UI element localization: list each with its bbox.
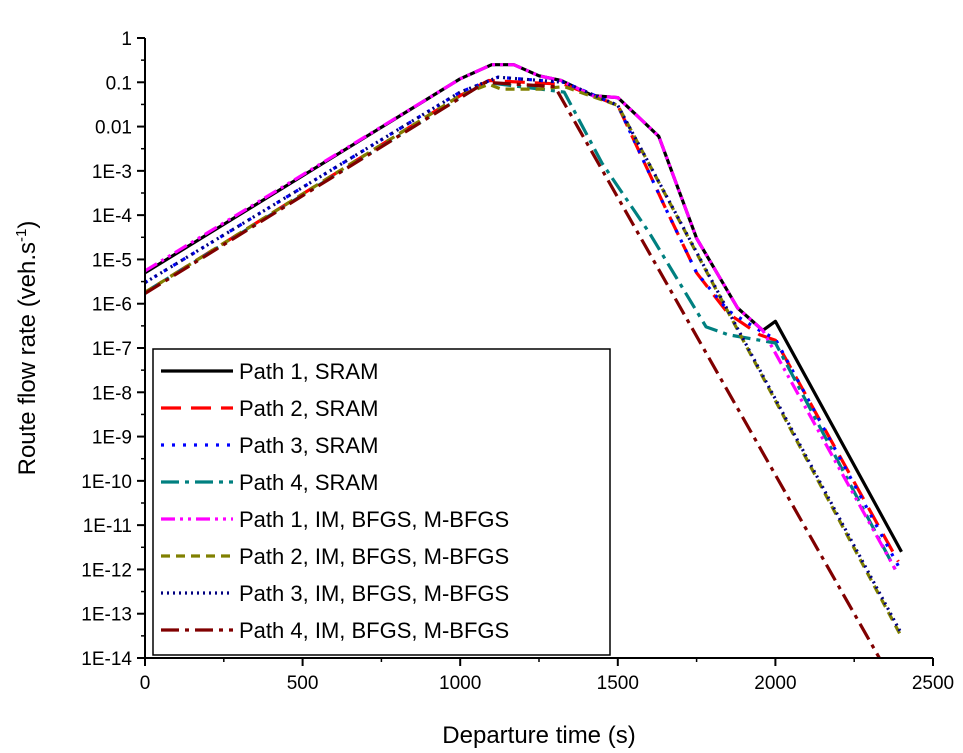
legend-label: Path 4, SRAM — [239, 470, 378, 495]
y-tick-label: 1 — [121, 29, 132, 50]
axes: 0 500 1000 1500 2000 2500 1 0.1 0.01 1E-3 1E-4 1E-… — [81, 29, 954, 694]
series-line-8 — [145, 80, 881, 658]
x-tick-label: 500 — [287, 673, 319, 694]
series-line-7 — [145, 75, 903, 635]
x-tick-label: 0 — [140, 673, 151, 694]
legend-box — [152, 348, 611, 656]
y-tick-label: 1E-3 — [92, 162, 132, 183]
y-tick-label: 1E-10 — [81, 472, 132, 493]
y-tick-label: 1E-11 — [83, 516, 132, 537]
y-axis-title-superscript: -1 — [13, 229, 30, 242]
y-tick-label: 1E-6 — [92, 295, 132, 316]
y-tick-label: 1E-8 — [92, 383, 132, 404]
x-tick-label: 2500 — [912, 673, 954, 694]
y-tick-label: 1E-12 — [81, 560, 132, 581]
x-tick-label: 1500 — [597, 673, 639, 694]
y-ticks: 1 0.1 0.01 1E-3 1E-4 1E-5 1E-6 1E-7 1E-8 1E-9 1E-1… — [81, 29, 145, 670]
legend-label: Path 1, SRAM — [239, 359, 378, 384]
legend: Path 1, SRAM Path 2, SRAM Path 3, SRAM Path… — [152, 348, 611, 656]
legend-label: Path 1, IM, BFGS, M-BFGS — [239, 507, 509, 532]
y-tick-label: 1E-9 — [92, 428, 132, 449]
y-tick-label: 1E-4 — [92, 206, 133, 227]
legend-label: Path 3, IM, BFGS, M-BFGS — [239, 581, 509, 606]
y-tick-label: 1E-14 — [81, 649, 132, 670]
series-line-4 — [145, 80, 897, 571]
x-tick-label: 1000 — [439, 673, 481, 694]
series-line-2 — [145, 78, 900, 563]
legend-label: Path 3, SRAM — [239, 433, 378, 458]
legend-label: Path 2, SRAM — [239, 396, 378, 421]
y-tick-label: 1E-7 — [92, 339, 132, 360]
x-ticks: 0 500 1000 1500 2000 2500 — [140, 658, 954, 694]
y-tick-label: 0.1 — [106, 73, 132, 94]
y-axis-title-main: Route flow rate (veh.s — [14, 242, 41, 475]
y-axis-title: Route flow rate (veh.s-1) — [13, 221, 41, 476]
y-tick-label: 0.01 — [95, 118, 132, 139]
x-tick-label: 2000 — [754, 673, 796, 694]
y-axis-title-suffix: ) — [14, 221, 41, 229]
y-tick-label: 1E-5 — [92, 250, 132, 271]
legend-label: Path 4, IM, BFGS, M-BFGS — [239, 618, 509, 643]
y-tick-label: 1E-13 — [81, 605, 132, 626]
x-axis-title: Departure time (s) — [442, 722, 635, 749]
plot-lines — [145, 63, 903, 658]
legend-label: Path 2, IM, BFGS, M-BFGS — [239, 544, 509, 569]
